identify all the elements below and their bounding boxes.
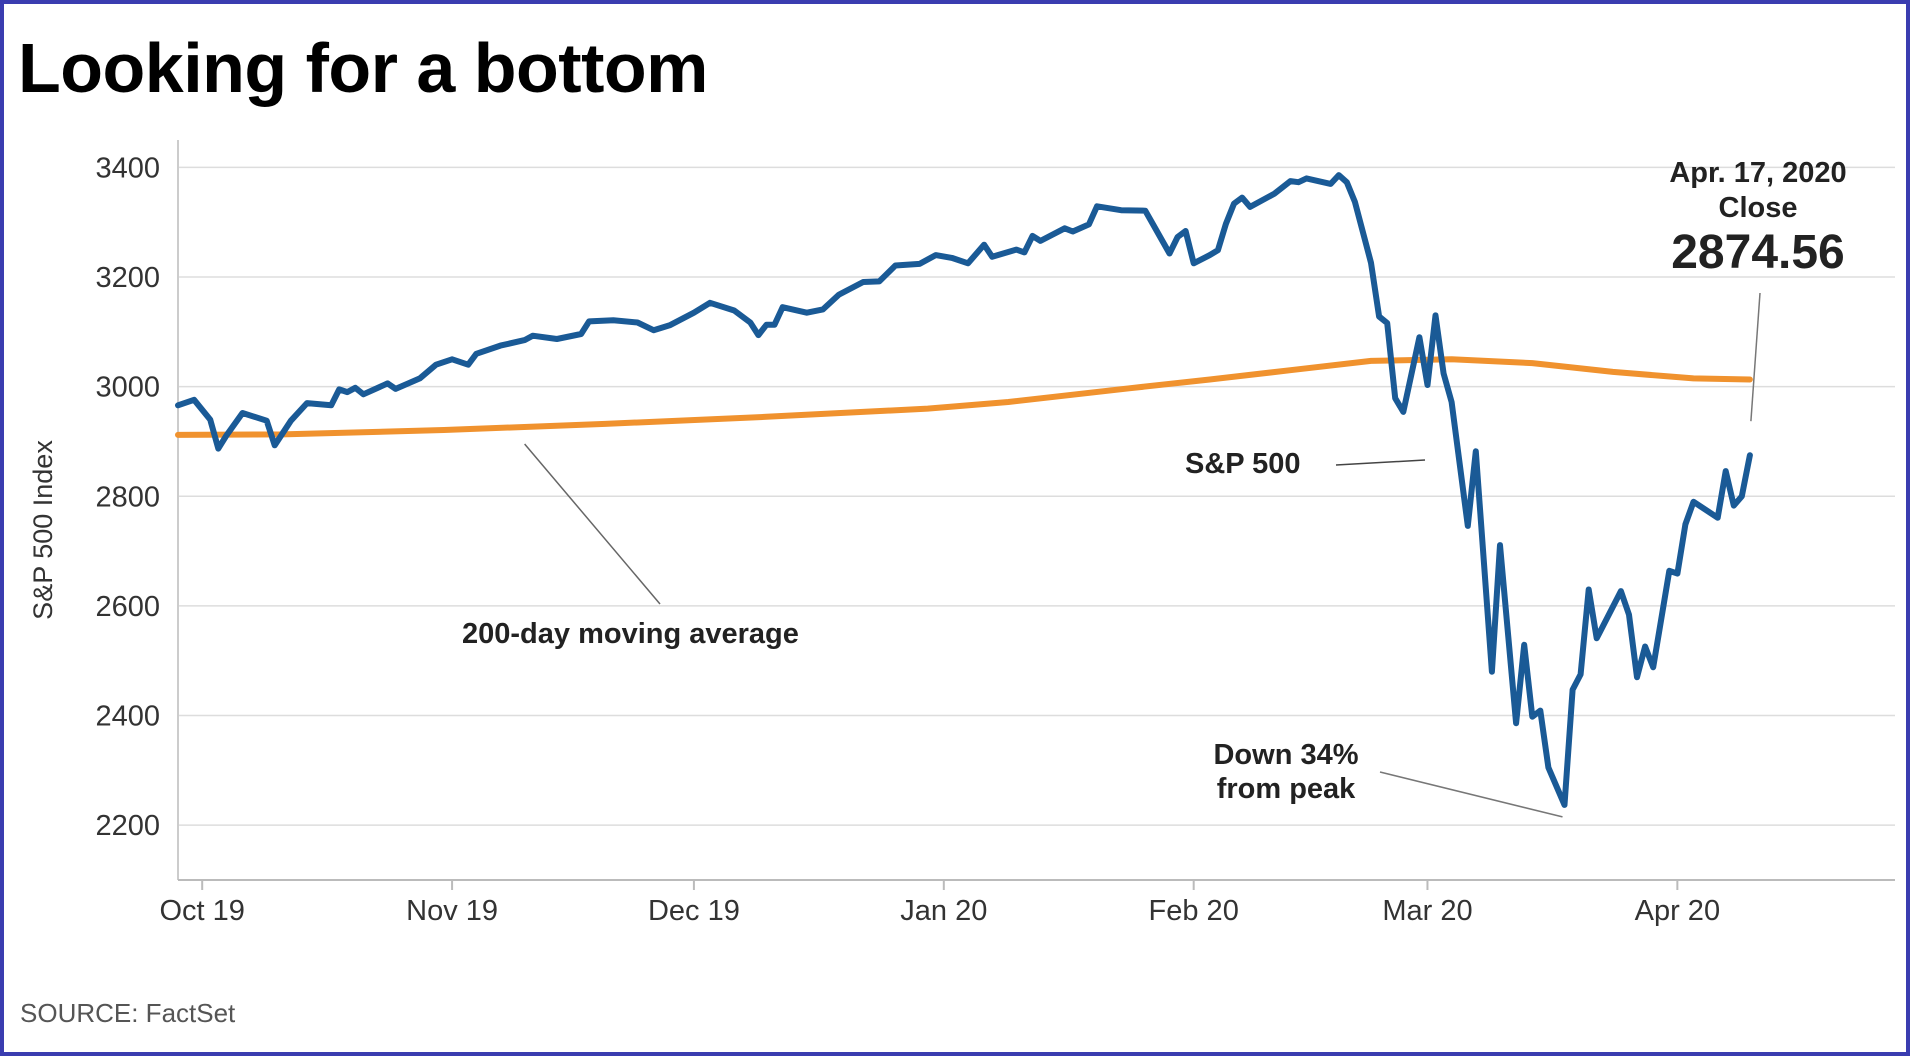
x-tick-label-4: Feb 20: [1149, 895, 1239, 927]
y-tick-label-2200: 2200: [95, 810, 160, 842]
leader-line-moving-average: [524, 443, 661, 605]
series-line-sp500: [175, 172, 1753, 808]
annotation-sp500: S&P 500: [1185, 448, 1301, 480]
x-tick-label-5: Mar 20: [1382, 895, 1472, 927]
annotation-close-date: Apr. 17, 2020: [1669, 157, 1846, 189]
annotation-moving-average: 200-day moving average: [462, 618, 799, 650]
y-tick-label-3400: 3400: [95, 152, 160, 184]
y-tick-label-2400: 2400: [95, 701, 160, 733]
y-tick-label-3200: 3200: [95, 262, 160, 294]
annotation-down-line1: Down 34%: [1213, 739, 1358, 771]
y-tick-label-2600: 2600: [95, 591, 160, 623]
leader-line-trough: [1379, 771, 1563, 818]
source-note: SOURCE: FactSet: [20, 998, 236, 1028]
leader-line-close: [1750, 292, 1761, 422]
annotation-close-word: Close: [1719, 192, 1798, 224]
x-tick-label-2: Dec 19: [648, 895, 740, 927]
chart-title: Looking for a bottom: [18, 29, 708, 107]
y-tick-label-3000: 3000: [95, 372, 160, 404]
annotation-down-line2: from peak: [1217, 773, 1356, 805]
y-axis-label: S&P 500 Index: [28, 440, 58, 620]
x-tick-label-0: Oct 19: [159, 895, 244, 927]
annotation-close-value: 2874.56: [1671, 226, 1845, 279]
series-line-moving-average: [175, 356, 1753, 438]
x-tick-label-1: Nov 19: [406, 895, 498, 927]
x-tick-label-3: Jan 20: [900, 895, 987, 927]
x-tick-label-6: Apr 20: [1635, 895, 1720, 927]
y-tick-label-2800: 2800: [95, 481, 160, 513]
leader-line-sp500: [1335, 459, 1426, 466]
